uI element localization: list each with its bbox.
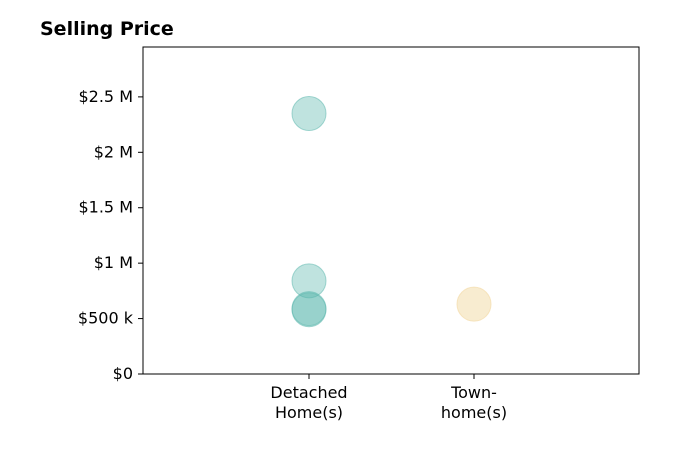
y-tick-label: $1 M	[94, 253, 133, 272]
x-tick-label: home(s)	[441, 403, 507, 422]
x-tick-label: Detached	[270, 383, 347, 402]
data-point	[291, 292, 327, 328]
data-point	[291, 96, 327, 132]
data-point	[456, 286, 492, 322]
y-tick-label: $0	[113, 364, 133, 383]
plot-area-frame	[142, 46, 640, 375]
chart-title: Selling Price	[40, 18, 174, 40]
y-tick-label: $2 M	[94, 142, 133, 161]
y-tick-label: $1.5 M	[78, 198, 133, 217]
data-points	[291, 96, 492, 328]
y-tick-label: $2.5 M	[78, 87, 133, 106]
data-point	[291, 263, 327, 299]
x-tick-label: Town-	[450, 383, 497, 402]
x-tick-label: Home(s)	[275, 403, 343, 422]
y-axis: $0 $500 k $1 M $1.5 M $2 M $2.5 M	[78, 87, 143, 383]
y-tick-label: $500 k	[78, 309, 134, 328]
